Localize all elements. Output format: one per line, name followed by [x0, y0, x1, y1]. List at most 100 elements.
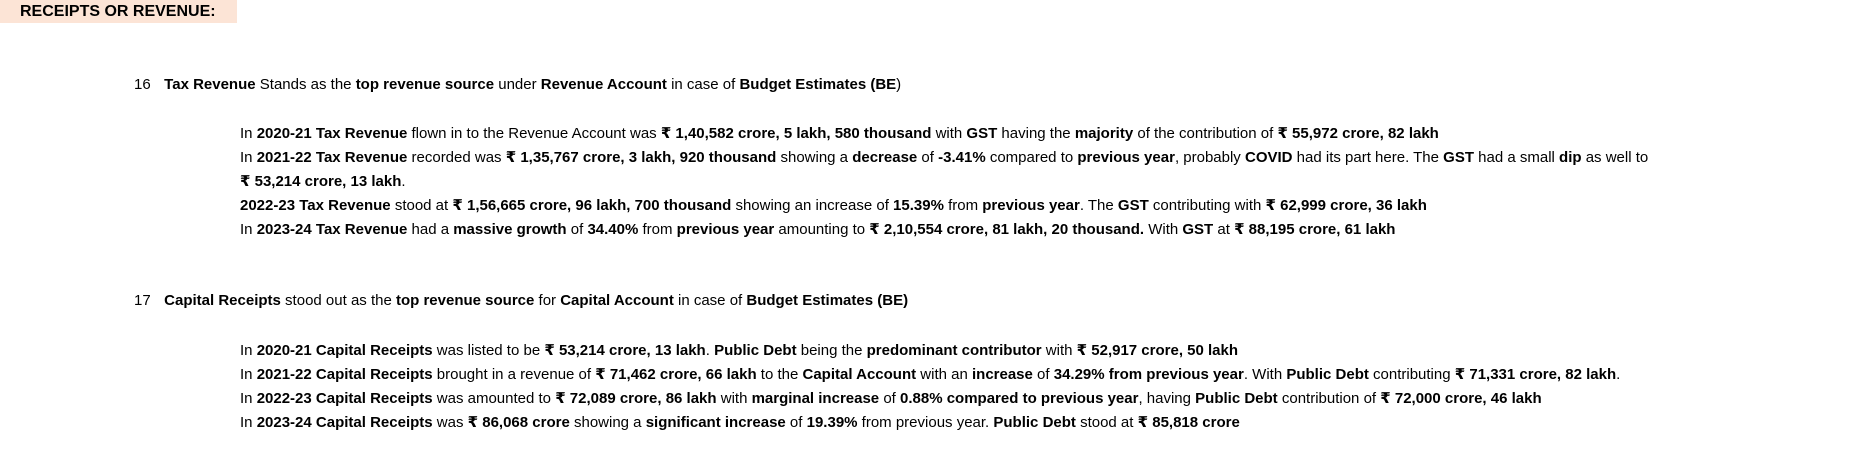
section-16-heading: 16 Tax Revenue Stands as the top revenue…	[134, 75, 901, 95]
bold-text-run: Capital Receipts	[164, 292, 281, 309]
bold-text-run: 19.39%	[806, 414, 858, 431]
text-run: . With	[1243, 366, 1287, 383]
bold-text-run: 34.29% from previous year	[1053, 366, 1244, 383]
text-run: had a	[407, 221, 454, 238]
bold-text-run: previous year	[676, 221, 775, 238]
section-16-heading-text: Tax Revenue Stands as the top revenue so…	[160, 76, 901, 93]
section-16-line-1: In 2020-21 Tax Revenue flown in to the R…	[240, 122, 1439, 146]
section-17-line-4: In 2023-24 Capital Receipts was ₹ 86,068…	[240, 411, 1240, 435]
bold-text-run: Public Debt	[993, 414, 1076, 431]
bold-text-run: significant increase	[645, 414, 786, 431]
text-run: from	[638, 221, 677, 238]
text-run: at	[1213, 221, 1235, 238]
bold-text-run: predominant contributor	[866, 342, 1042, 359]
bold-text-run: ₹ 72,000 crore, 46 lakh	[1380, 390, 1542, 407]
bold-text-run: ₹ 1,56,665 crore, 96 lakh, 700 thousand	[452, 197, 732, 214]
section-17-line-3: In 2022-23 Capital Receipts was amounted…	[240, 387, 1542, 411]
text-run: in case of	[673, 292, 747, 309]
bold-text-run: ₹ 55,972 crore, 82 lakh	[1277, 125, 1439, 142]
section-17-line-2: In 2021-22 Capital Receipts brought in a…	[240, 363, 1620, 387]
text-run: With	[1144, 221, 1183, 238]
bold-text-run: ₹ 88,195 crore, 61 lakh	[1234, 221, 1396, 238]
bold-text-run: top revenue source	[395, 292, 535, 309]
bold-text-run: ₹ 62,999 crore, 36 lakh	[1265, 197, 1427, 214]
bold-text-run: marginal increase	[751, 390, 880, 407]
text-run: with	[716, 390, 752, 407]
bold-text-run: dip	[1559, 149, 1582, 166]
bold-text-run: ₹ 1,40,582 crore, 5 lakh, 580 thousand	[660, 125, 932, 142]
bold-text-run: 2022-23 Tax Revenue	[240, 197, 391, 214]
bold-text-run: 2023-24 Capital Receipts	[256, 414, 433, 431]
text-run: under	[494, 76, 541, 93]
text-run: to the	[756, 366, 803, 383]
bold-text-run: massive growth	[453, 221, 567, 238]
bold-text-run: GST	[1182, 221, 1214, 238]
bold-text-run: Budget Estimates (BE	[739, 76, 897, 93]
text-run: from previous year.	[857, 414, 994, 431]
text-run: from	[943, 197, 983, 214]
text-run: In	[240, 414, 257, 431]
text-run: contributing with	[1148, 197, 1266, 214]
bold-text-run: previous year	[1077, 149, 1175, 166]
text-run: flown in to the Revenue Account was	[407, 125, 661, 142]
bold-text-run: 2021-22 Capital Receipts	[256, 366, 433, 383]
bold-text-run: 2023-24 Tax Revenue	[256, 221, 408, 238]
text-run: stood at	[390, 197, 453, 214]
bold-text-run: 15.39%	[893, 197, 944, 214]
bold-text-run: Tax Revenue	[164, 76, 256, 93]
text-run: , having	[1138, 390, 1196, 407]
bold-text-run: Public Debt	[1195, 390, 1278, 407]
text-run: In	[240, 366, 257, 383]
bold-text-run: increase	[971, 366, 1033, 383]
text-run: of	[566, 221, 588, 238]
text-run: for	[534, 292, 561, 309]
text-run: was amounted to	[432, 390, 556, 407]
text-run: showing a	[569, 414, 646, 431]
text-run: had its part here. The	[1292, 149, 1444, 166]
text-run: amounting to	[774, 221, 870, 238]
text-run: of	[1032, 366, 1054, 383]
bold-text-run: ₹ 85,818 crore	[1137, 414, 1240, 431]
bold-text-run: 34.40%	[587, 221, 639, 238]
section-17-line-1: In 2020-21 Capital Receipts was listed t…	[240, 339, 1238, 363]
section-16-line-4: 2022-23 Tax Revenue stood at ₹ 1,56,665 …	[240, 194, 1427, 218]
bold-text-run: -3.41%	[938, 149, 986, 166]
text-run: of	[785, 414, 807, 431]
bold-text-run: ₹ 53,214 crore, 13 lakh	[240, 173, 402, 190]
bold-text-run: Capital Account	[560, 292, 674, 309]
bold-text-run: ₹ 52,917 crore, 50 lakh	[1076, 342, 1239, 359]
text-run: with	[1041, 342, 1077, 359]
bold-text-run: 0.88% compared to previous year	[900, 390, 1139, 407]
bold-text-run: previous year	[982, 197, 1080, 214]
text-run: In	[240, 149, 257, 166]
section-17-heading-text: Capital Receipts stood out as the top re…	[160, 292, 908, 309]
bold-text-run: Public Debt	[714, 342, 797, 359]
text-run: being the	[796, 342, 867, 359]
bold-text-run: Capital Account	[802, 366, 917, 383]
bold-text-run: majority	[1074, 125, 1134, 142]
text-run: In	[240, 221, 257, 238]
text-run: showing an increase of	[731, 197, 894, 214]
bold-text-run: ₹ 86,068 crore	[467, 414, 570, 431]
text-run: . The	[1079, 197, 1118, 214]
bold-text-run: COVID	[1244, 149, 1293, 166]
text-run: contribution of	[1277, 390, 1381, 407]
text-run: stood at	[1075, 414, 1138, 431]
text-run: .	[705, 342, 715, 359]
bold-text-run: ₹ 2,10,554 crore, 81 lakh, 20 thousand.	[869, 221, 1145, 238]
text-run: as well to	[1581, 149, 1649, 166]
text-run: with	[931, 125, 967, 142]
text-run: In	[240, 342, 257, 359]
text-run: of	[917, 149, 939, 166]
bold-text-run: GST	[1117, 197, 1149, 214]
bold-text-run: 2022-23 Capital Receipts	[256, 390, 433, 407]
text-run: , probably	[1174, 149, 1245, 166]
text-run: Stands as the	[255, 76, 356, 93]
text-run: In	[240, 390, 257, 407]
bold-text-run: ₹ 72,089 crore, 86 lakh	[555, 390, 717, 407]
section-17-number: 17	[134, 292, 151, 309]
bold-text-run: ₹ 1,35,767 crore, 3 lakh, 920 thousand	[505, 149, 777, 166]
section-16-line-2: In 2021-22 Tax Revenue recorded was ₹ 1,…	[240, 146, 1648, 170]
text-run: showing a	[776, 149, 853, 166]
text-run: was	[432, 414, 468, 431]
